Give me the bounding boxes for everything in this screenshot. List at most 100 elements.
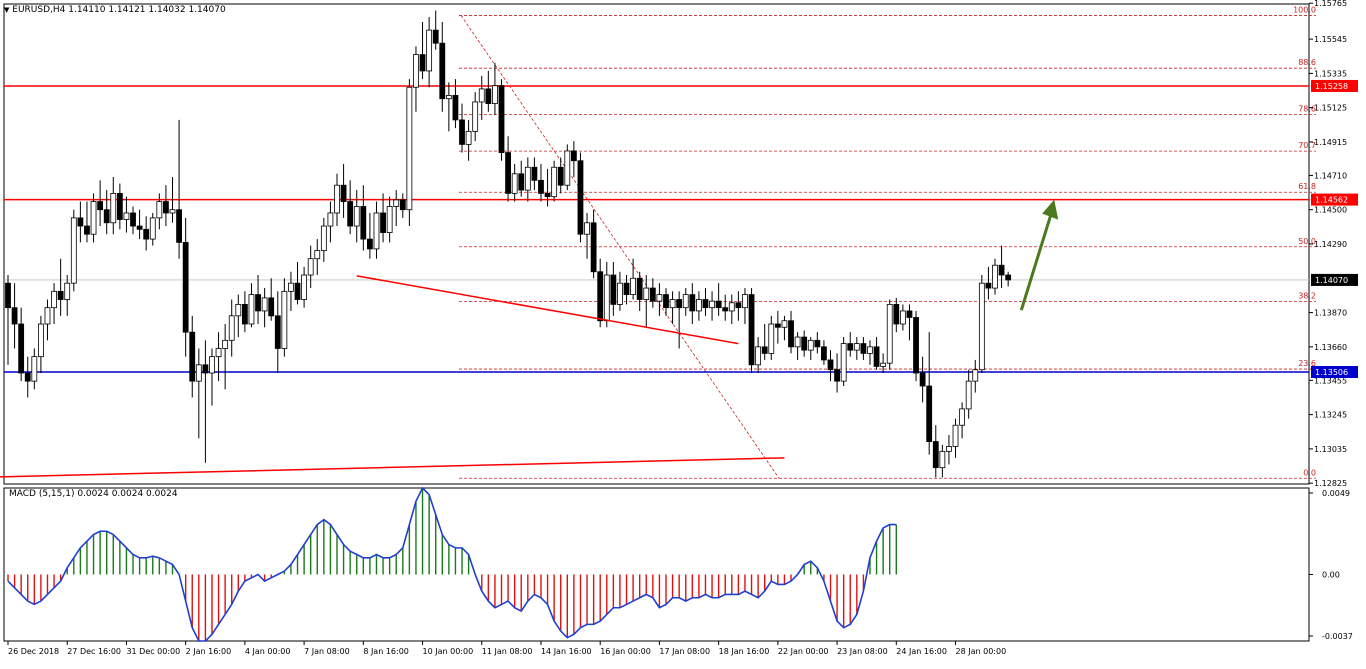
candle-bull-body: [656, 294, 663, 302]
price-tick-label: 1.14710: [1314, 171, 1347, 180]
candle: [248, 283, 255, 328]
descending-trendline: [356, 275, 739, 345]
candle-bear-body: [906, 310, 913, 318]
candle-bull-body: [465, 130, 472, 145]
candle: [57, 258, 64, 316]
candle-bear-body: [926, 385, 933, 442]
candle-bear-body: [827, 359, 834, 371]
candle-bull-body: [288, 282, 294, 292]
symbol-ohlc-readout: EURUSD,H4 1.14110 1.14121 1.14032 1.1407…: [12, 5, 226, 15]
candle-bull-body: [38, 323, 44, 358]
candle-bull-body: [169, 209, 176, 214]
candle-bear-body: [610, 274, 617, 305]
triangle-down-icon[interactable]: ▼: [4, 6, 10, 14]
candle-bear-body: [636, 277, 643, 300]
fib-diagonal: [460, 15, 780, 479]
candle-bull-body: [307, 258, 314, 276]
candle: [419, 21, 426, 80]
candle: [682, 288, 689, 316]
candle: [64, 275, 71, 316]
candle-bull-body: [123, 212, 130, 220]
candle-bear-body: [913, 317, 919, 374]
price-tick-label: 1.14500: [1314, 206, 1347, 215]
candle: [623, 275, 630, 305]
candle: [202, 340, 209, 463]
candle-bear-body: [340, 184, 347, 202]
candle: [656, 283, 663, 316]
candle: [31, 348, 38, 390]
candle: [136, 209, 143, 240]
candle: [314, 239, 321, 276]
candle-bull-body: [899, 310, 906, 325]
candle-bull-body: [70, 217, 77, 284]
price-tick-label: 1.14290: [1314, 240, 1347, 249]
candle-bull-body: [386, 206, 393, 233]
candle-bear-body: [432, 29, 439, 44]
time-tick-label: 14 Jan 16:00: [541, 647, 592, 656]
price-label-box: [1311, 273, 1358, 286]
candle-bear-body: [505, 152, 511, 194]
candle-bull-body: [426, 29, 433, 72]
price-pane-border: [3, 3, 1310, 485]
candle-bear-body: [761, 346, 768, 354]
candle: [893, 297, 900, 333]
candle: [919, 356, 926, 403]
candle-bull-body: [492, 85, 498, 104]
candle: [669, 291, 676, 324]
candle: [18, 307, 25, 382]
candle-bull-body: [617, 282, 623, 305]
candle-bull-body: [314, 250, 321, 260]
candle: [702, 288, 709, 316]
candle: [873, 337, 880, 370]
candle: [235, 294, 242, 338]
candle: [320, 217, 327, 262]
candle: [215, 332, 222, 382]
time-tick-label: 27 Dec 16:00: [67, 647, 121, 656]
candle-bear-body: [735, 302, 742, 309]
candle: [439, 21, 446, 112]
time-tick-label: 31 Dec 00:00: [126, 647, 180, 656]
fib-level-label: 0.0: [1303, 468, 1316, 477]
candle-bull-body: [445, 95, 452, 100]
candle: [557, 157, 564, 194]
candle: [281, 278, 288, 357]
candle: [840, 337, 847, 387]
candle: [584, 212, 590, 259]
candle-bear-body: [268, 297, 275, 317]
candle-bull-body: [353, 206, 360, 227]
candle: [998, 245, 1005, 289]
candle-bull-body: [301, 274, 308, 300]
price-axis: 1.15765 1.15545 1.15335 1.15125 1.14915 1.147…: [1309, 0, 1358, 488]
candle-bear-body: [347, 201, 354, 227]
trend-lines[interactable]: [0, 199, 1059, 484]
candle: [241, 291, 248, 333]
horizontal-levels[interactable]: [4, 85, 1309, 373]
candle: [774, 310, 781, 344]
candle: [992, 258, 998, 295]
candle: [590, 209, 597, 279]
candle-bull-body: [478, 88, 485, 103]
candle-bull-body: [630, 277, 636, 296]
candle-bull-body: [110, 192, 117, 224]
candle-bear-body: [97, 201, 104, 211]
price-label-text: 1.15258: [1315, 82, 1348, 91]
candle: [485, 70, 492, 112]
fib-level-label: 88.6: [1298, 58, 1316, 67]
fibonacci-retracement[interactable]: 100.0 88.6 78.6 70.7 61.8 50.0 38.2 23.6 0.0: [459, 5, 1316, 479]
candle: [899, 304, 906, 331]
candle: [834, 353, 840, 393]
candle: [492, 62, 498, 116]
candle: [603, 261, 610, 328]
candle: [413, 46, 419, 112]
candle-bull-body: [235, 304, 242, 317]
candle-bull-body: [373, 212, 380, 250]
candle: [827, 350, 834, 382]
candle: [926, 332, 933, 455]
candle: [978, 275, 985, 373]
candle-bear-body: [821, 346, 827, 361]
candle-bear-body: [801, 336, 808, 351]
time-tick-label: 26 Dec 2018: [8, 647, 59, 656]
fib-level-label: 100.0: [1293, 5, 1316, 14]
lower-trendline: [0, 457, 785, 478]
candle-bear-body: [932, 441, 939, 469]
